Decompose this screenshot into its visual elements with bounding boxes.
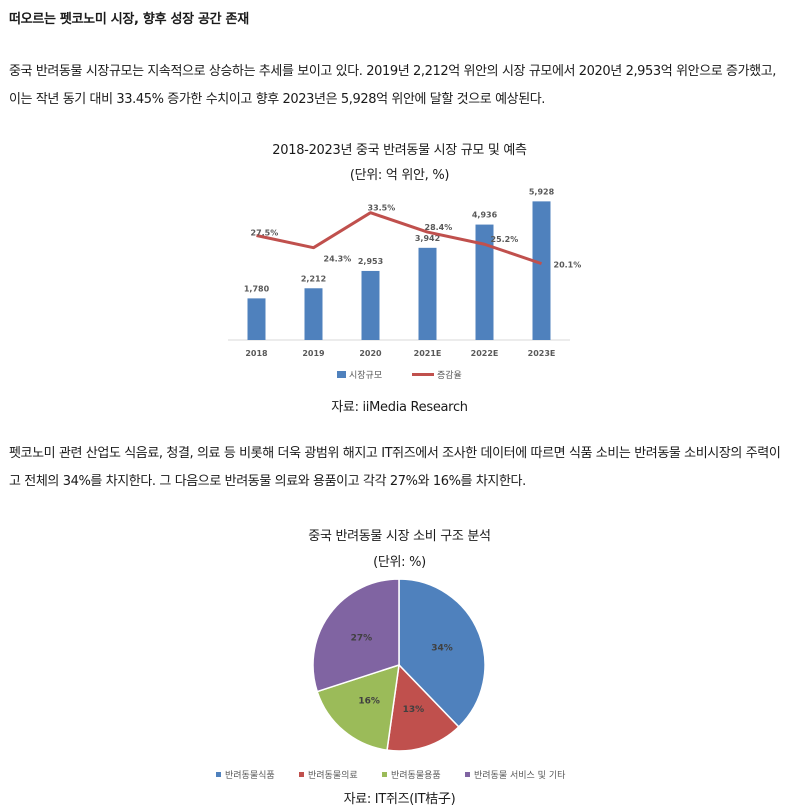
chart1-subtitle: (단위: 억 위안, %) [349,168,450,183]
market-size-chart: 1,780 2018 2,212 2019 2,953 2020 3,942 2021E 4,9… [228,187,582,381]
legend-swatch [465,772,470,777]
legend-label-growth-rate: 증감율 [437,369,462,381]
line-data-label: 33.5% [368,204,396,213]
pie-data-label: 34% [431,644,453,654]
chart1-title: 2018-2023년 중국 반려동물 시장 규모 및 예측 [272,143,527,158]
pie-slice [312,578,400,693]
bar-data-label: 1,780 [244,284,270,293]
legend-label: 반려동물의료 [308,770,358,781]
line-data-label: 28.4% [425,223,453,232]
legend-label: 반려동물 서비스 및 기타 [474,769,566,781]
growth-rate-line [256,211,542,266]
pie-slice [398,578,486,728]
intro-paragraph: 중국 반려동물 시장규모는 지속적으로 상승하는 추세를 보이고 있다. 201… [9,64,777,107]
legend-swatch-market-size [337,371,346,378]
bar-market-size [304,288,323,340]
pie-data-label: 13% [403,705,425,715]
chart1-source: 자료: iiMedia Research [331,400,468,415]
line-data-label: 25.2% [491,235,519,244]
legend-swatch [382,772,387,777]
bar-data-label: 2,212 [301,274,326,283]
legend-label: 반려동물식품 [225,770,275,781]
line-data-label: 20.1% [554,261,582,270]
bar-data-label: 5,928 [529,187,555,196]
x-tick-label: 2022E [471,349,499,358]
x-tick-label: 2019 [302,349,325,358]
x-tick-label: 2021E [414,349,442,358]
bar-market-size [532,201,551,340]
bar-market-size [475,224,494,340]
chart2-source: 자료: IT쥐즈(IT桔子) [343,792,456,807]
pie-slice [316,663,400,752]
article-heading: 떠오르는 펫코노미 시장, 향후 성장 공간 존재 [9,12,249,27]
legend-swatch [216,772,221,777]
pie-data-label: 27% [351,634,373,644]
x-tick-label: 2023E [528,349,556,358]
bar-data-label: 4,936 [472,211,498,220]
x-tick-label: 2020 [359,349,382,358]
bar-data-label: 2,953 [358,257,383,266]
legend-swatch [299,772,304,777]
legend-label-market-size: 시장규모 [349,370,382,381]
bar-market-size [247,298,266,340]
pie-slice [386,663,460,752]
x-tick-label: 2018 [245,349,268,358]
chart2-subtitle: (단위: %) [373,555,426,570]
consumption-pie-chart: 34% 13% 16% 27% 반려동물식품 반려동물의료 반려동물용품 반려동물 서비스 및… [216,578,566,781]
legend-label: 반려동물용품 [391,770,441,781]
pie-data-label: 16% [358,697,380,707]
bar-market-size [361,270,380,340]
bar-data-label: 3,942 [415,234,440,243]
line-data-label: 27.5% [251,229,279,238]
bar-market-size [418,247,437,340]
consumption-paragraph: 펫코노미 관련 산업도 식음료, 청결, 의료 등 비롯해 더욱 광범위 해지고… [9,446,781,489]
line-data-label: 24.3% [324,255,352,264]
chart2-title: 중국 반려동물 시장 소비 구조 분석 [308,529,491,544]
